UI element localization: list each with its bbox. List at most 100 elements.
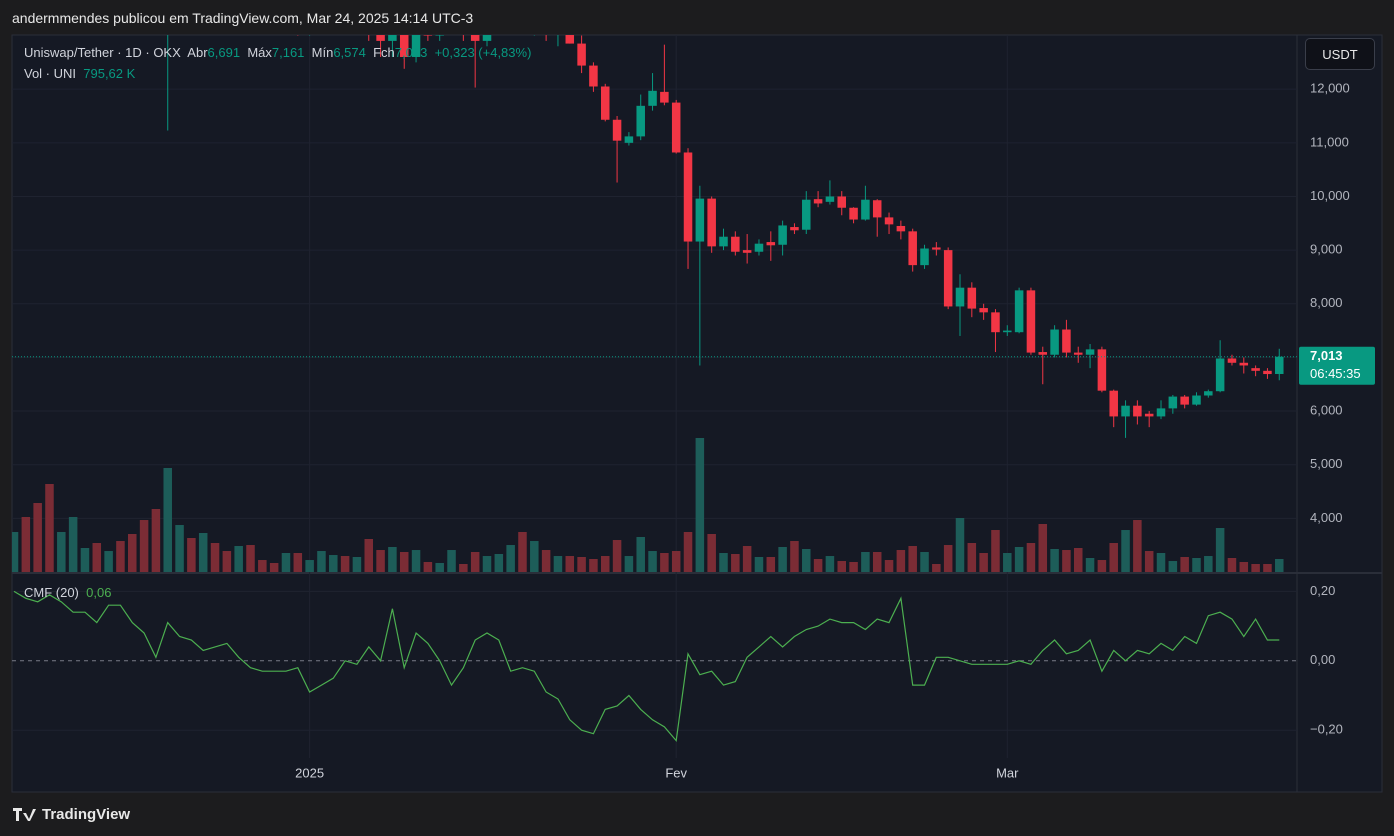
candle-body [742, 250, 752, 253]
volume-bar [896, 550, 906, 572]
volume-bar [648, 551, 657, 572]
volume-bar [305, 560, 314, 572]
ohlc-name: Máx [247, 45, 272, 60]
volume-bar [494, 553, 504, 572]
candle-body [376, 35, 385, 41]
y-tick-label: 6,000 [1310, 402, 1343, 417]
candle-body [282, 0, 291, 19]
ohlc-value: 7,013 [394, 45, 428, 60]
candle-body [317, 0, 326, 3]
y-tick-label: 10,000 [1310, 188, 1350, 203]
candle-body [766, 242, 776, 246]
volume-bar [802, 548, 811, 572]
volume-bar [1026, 542, 1036, 572]
y-tick-label: 5,000 [1310, 456, 1343, 471]
candle-body [411, 35, 421, 57]
candle-body [1156, 408, 1166, 417]
volume-bar [589, 558, 598, 572]
x-tick-label: Fev [665, 765, 687, 780]
candle-body [1180, 396, 1189, 405]
volume-bar [530, 541, 539, 572]
candle-body [920, 248, 929, 266]
candle-body [707, 198, 716, 247]
candle-body [542, 9, 551, 30]
y-tick-label: 12,000 [1310, 81, 1350, 96]
candle-body [695, 198, 705, 242]
volume-bar [955, 517, 965, 572]
volume-bar [577, 557, 586, 572]
candle-body [577, 43, 586, 66]
volume-bar [163, 467, 172, 572]
volume-bar [80, 547, 90, 572]
volume-bar [352, 557, 362, 572]
volume-bar [1275, 559, 1284, 572]
volume-bar [932, 563, 941, 572]
y-tick-label: 4,000 [1310, 510, 1343, 525]
candle-body [1263, 370, 1272, 375]
candle-body [423, 35, 433, 36]
candle-body [790, 227, 799, 231]
volume-bar [742, 546, 752, 572]
volume-bar [1038, 523, 1048, 572]
volume-bar [553, 556, 563, 572]
cmf-tick-label: 0,00 [1310, 652, 1335, 667]
candle-body [518, 0, 527, 14]
cmf-value: 0,06 [86, 585, 112, 600]
volume-bar [57, 532, 66, 572]
volume-bar [1121, 530, 1130, 572]
volume-bar [849, 562, 858, 572]
volume-bar [731, 553, 740, 572]
candle-body [1014, 290, 1024, 333]
candle-body [435, 35, 444, 36]
candle-body [967, 287, 977, 309]
candle-body [530, 9, 539, 14]
volume-bar [943, 545, 953, 572]
volume-name: Vol · UNI [24, 66, 77, 81]
volume-bar [967, 542, 977, 572]
candle-body [624, 136, 634, 143]
volume-bar [33, 502, 42, 572]
volume-bar [470, 552, 480, 572]
volume-bar [837, 561, 847, 572]
volume-bar [754, 557, 764, 572]
candle-body [648, 90, 657, 106]
cmf-name: CMF (20) [24, 585, 79, 600]
x-tick-label: 2025 [295, 765, 324, 780]
candle-body [1192, 395, 1201, 405]
volume-bar [411, 550, 421, 572]
volume-bar [376, 550, 385, 572]
volume-bar [884, 560, 894, 572]
volume-bar [825, 556, 835, 572]
volume-bar [246, 545, 255, 572]
candle-body [305, 3, 314, 30]
volume-bar [1133, 520, 1142, 572]
volume-bar [234, 546, 243, 572]
volume-bar [1168, 561, 1178, 572]
volume-bar [1097, 560, 1107, 572]
candle-body [565, 35, 575, 44]
candle-body [1062, 329, 1071, 353]
candle-body [1133, 405, 1142, 417]
volume-bar [1227, 557, 1237, 572]
volume-bar [1204, 556, 1213, 572]
candle-body [258, 0, 267, 9]
volume-bar [269, 562, 279, 572]
candle-body [1121, 405, 1130, 417]
candle-body [399, 35, 409, 57]
candle-body [872, 200, 882, 218]
volume-bar [45, 483, 54, 572]
volume-bar [695, 438, 705, 572]
volume-bar [813, 558, 823, 572]
x-tick-label: Mar [996, 765, 1019, 780]
ohlc-value: 6,574 [333, 45, 366, 60]
volume-bar [1180, 557, 1189, 572]
candle-body [495, 9, 504, 14]
volume-bar [565, 556, 575, 572]
candle-body [671, 102, 681, 153]
volume-bar [281, 552, 291, 572]
volume-bar [1014, 547, 1024, 572]
volume-bar [435, 562, 444, 572]
candle-body [683, 152, 693, 242]
currency-button[interactable]: USDT [1305, 38, 1375, 70]
